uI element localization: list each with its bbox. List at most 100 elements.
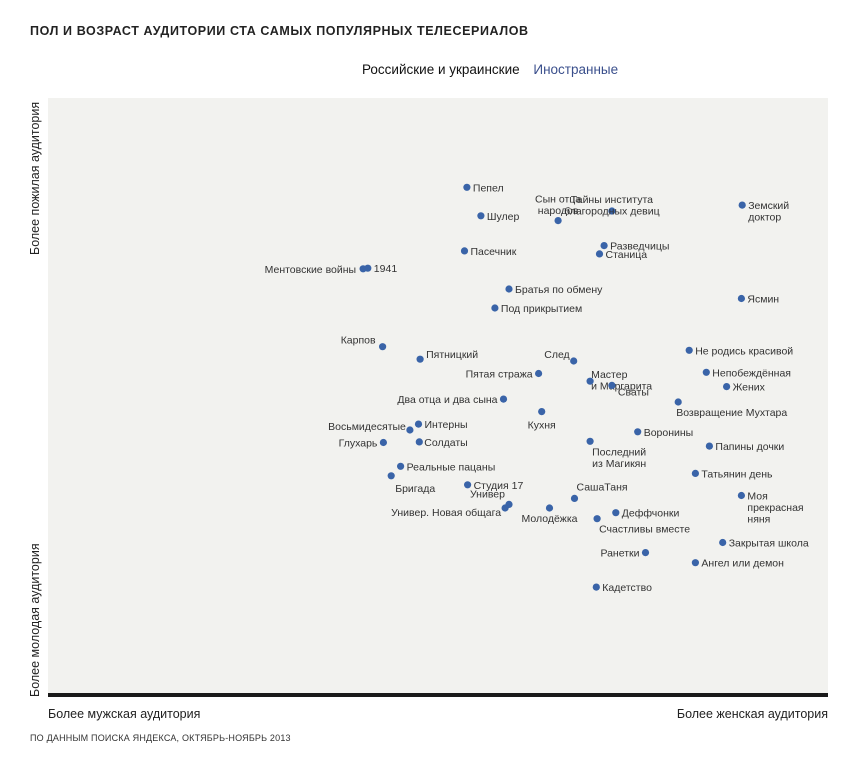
source-note: По данным поиска Яндекса, октябрь-ноябрь… xyxy=(30,733,291,743)
point-marker[interactable] xyxy=(608,207,616,215)
series-point[interactable]: Кухня xyxy=(528,408,556,432)
series-point[interactable]: Карпов xyxy=(341,335,387,351)
series-point[interactable]: Татьянин день xyxy=(691,468,773,480)
point-marker[interactable] xyxy=(592,583,600,591)
point-marker[interactable] xyxy=(415,438,423,446)
point-marker[interactable] xyxy=(737,491,746,500)
series-point[interactable]: Станица xyxy=(595,249,647,261)
series-point[interactable]: Закрытая школа xyxy=(719,538,809,550)
series-point[interactable]: Два отца и два сына xyxy=(397,394,508,406)
series-point[interactable]: Сваты xyxy=(608,381,649,399)
point-marker[interactable] xyxy=(554,217,562,225)
point-label: Молодёжка xyxy=(522,513,578,525)
point-marker[interactable] xyxy=(586,437,594,445)
point-marker[interactable] xyxy=(608,381,616,389)
series-point[interactable]: Папины дочки xyxy=(705,441,785,453)
point-marker[interactable] xyxy=(416,355,424,363)
point-marker[interactable] xyxy=(477,212,485,220)
point-marker[interactable] xyxy=(685,346,693,354)
point-marker[interactable] xyxy=(674,398,682,406)
series-point[interactable]: Интерны xyxy=(414,419,468,431)
point-marker[interactable] xyxy=(545,504,554,512)
series-point[interactable]: СашаТаня xyxy=(570,481,628,502)
series-point[interactable]: Пепел xyxy=(463,182,504,194)
series-point[interactable]: Земский доктор xyxy=(738,200,790,224)
series-point[interactable]: Не родись красивой xyxy=(685,345,794,357)
point-marker[interactable] xyxy=(586,377,594,385)
series-point[interactable]: Тайны института благородных девиц xyxy=(564,194,659,218)
series-point[interactable]: Солдаты xyxy=(415,437,468,449)
point-marker[interactable] xyxy=(464,481,472,489)
point-marker[interactable] xyxy=(595,250,604,258)
series-point[interactable]: Студия 17 xyxy=(464,480,523,492)
point-label: Реальные пацаны xyxy=(407,461,496,473)
series-point[interactable]: Счастливы вместе xyxy=(593,515,691,536)
series-point[interactable]: Ясмин xyxy=(737,294,780,306)
point-label: Последний из Магикян xyxy=(592,446,646,470)
point-marker[interactable] xyxy=(387,472,395,480)
point-marker[interactable] xyxy=(737,294,746,303)
series-point[interactable]: Ранетки xyxy=(600,548,650,560)
series-point[interactable]: Восьмидесятые xyxy=(328,421,414,434)
series-point[interactable]: Возвращение Мухтара xyxy=(674,398,788,419)
point-marker[interactable] xyxy=(702,368,710,376)
series-point[interactable]: Пятницкий xyxy=(416,349,479,363)
point-marker[interactable] xyxy=(593,515,601,523)
series-point[interactable]: Под прикрытием xyxy=(491,303,582,315)
point-marker[interactable] xyxy=(641,549,650,557)
legend-russian-ukrainian[interactable]: Российские и украинские xyxy=(362,62,520,77)
point-marker[interactable] xyxy=(460,247,469,255)
series-point[interactable]: Братья по обмену xyxy=(505,284,603,296)
point-marker[interactable] xyxy=(719,538,727,547)
series-point[interactable]: Деффчонки xyxy=(612,508,680,520)
point-marker[interactable] xyxy=(406,426,414,434)
point-marker[interactable] xyxy=(691,469,700,477)
point-marker[interactable] xyxy=(379,343,387,351)
point-marker[interactable] xyxy=(705,442,714,450)
point-marker[interactable] xyxy=(463,183,471,191)
series-point[interactable]: Шулер xyxy=(477,211,520,223)
series-point[interactable]: Молодёжка xyxy=(522,504,578,525)
point-marker[interactable] xyxy=(691,559,700,567)
series-point[interactable]: Последний из Магикян xyxy=(586,437,647,470)
series-point[interactable]: Универ. Новая общага xyxy=(391,504,509,519)
series-point[interactable]: Жених xyxy=(723,382,766,394)
point-marker[interactable] xyxy=(738,201,746,209)
point-marker[interactable] xyxy=(535,369,543,378)
point-marker[interactable] xyxy=(379,438,387,447)
series-point[interactable]: Воронины xyxy=(634,427,693,439)
point-marker[interactable] xyxy=(501,504,509,512)
point-marker[interactable] xyxy=(397,462,405,470)
series-point[interactable]: Кадетство xyxy=(592,582,652,594)
series-point[interactable]: Сын отца народов xyxy=(535,194,581,225)
point-marker[interactable] xyxy=(491,304,499,312)
series-point[interactable]: Непобеждённая xyxy=(702,367,791,379)
point-marker[interactable] xyxy=(505,285,513,293)
point-label: Ангел или демон xyxy=(701,558,784,570)
series-point[interactable]: Мастер и Маргарита xyxy=(586,369,653,393)
point-label: 1941 xyxy=(374,263,398,275)
point-marker[interactable] xyxy=(364,264,372,272)
point-marker[interactable] xyxy=(634,428,642,436)
series-point[interactable]: Ангел или демон xyxy=(691,558,784,570)
series-point[interactable]: След xyxy=(544,349,578,365)
series-point[interactable]: Реальные пацаны xyxy=(397,461,495,473)
series-point[interactable]: Пятая стража xyxy=(466,369,543,381)
series-point[interactable]: Ментовские войны xyxy=(265,264,367,276)
legend-foreign[interactable]: Иностранные xyxy=(533,62,619,77)
series-point[interactable]: Пасечник xyxy=(460,246,517,258)
point-marker[interactable] xyxy=(612,509,620,517)
point-marker[interactable] xyxy=(600,242,608,250)
series-point[interactable]: Разведчицы xyxy=(600,241,670,253)
point-marker[interactable] xyxy=(499,395,508,403)
point-marker[interactable] xyxy=(570,357,578,365)
series-point[interactable]: Глухарь xyxy=(339,438,387,450)
point-marker[interactable] xyxy=(570,494,579,502)
series-point[interactable]: Моя прекрасная няня xyxy=(737,491,804,526)
point-marker[interactable] xyxy=(723,383,731,391)
point-marker[interactable] xyxy=(414,420,423,428)
series-point[interactable]: 1941 xyxy=(364,263,397,275)
point-marker[interactable] xyxy=(538,408,546,416)
series-point[interactable]: Бригада xyxy=(387,472,436,495)
